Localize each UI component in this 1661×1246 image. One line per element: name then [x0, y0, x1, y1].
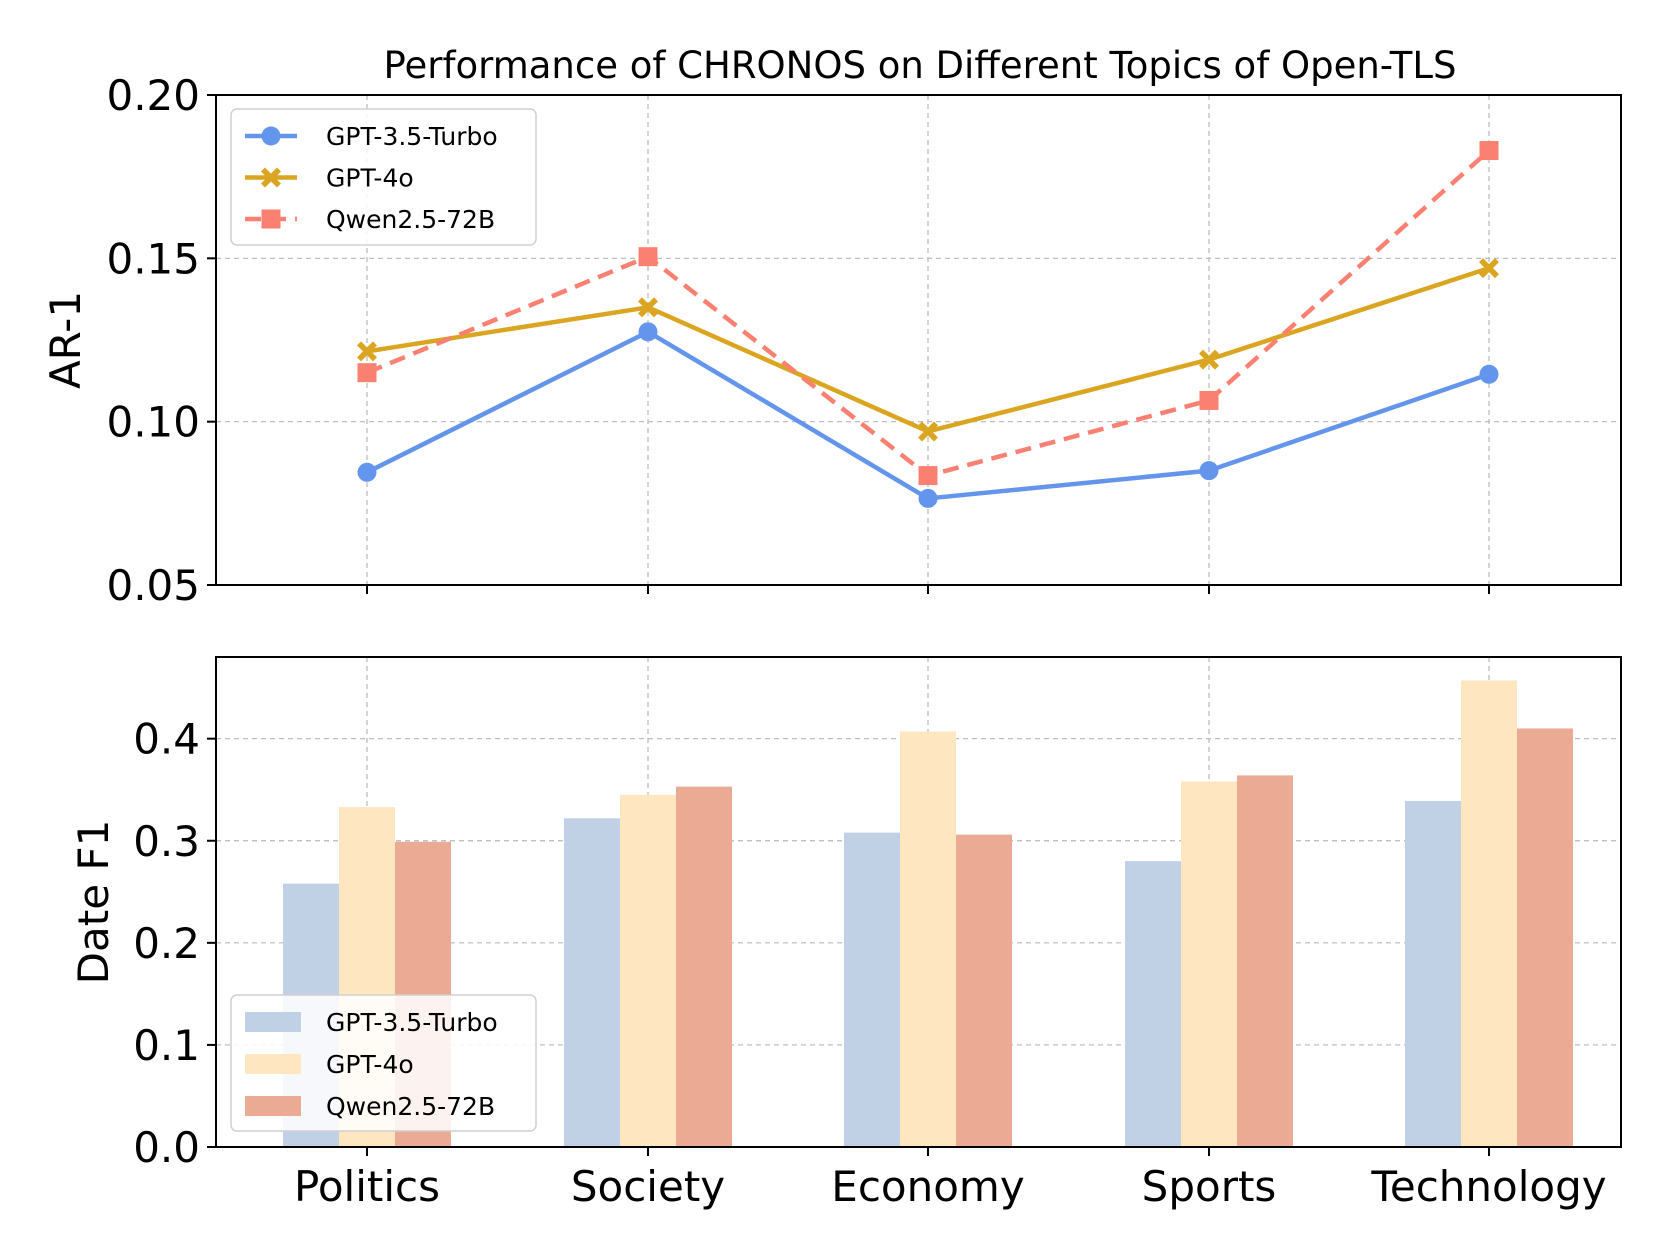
date-f1-bar-chart: 0.0 0.1 0.2 0.3 0.4 Politics Society Economy Sp… [69, 656, 1622, 1211]
date-f1-bar-qwen2-5-72b-economy [956, 834, 1012, 1147]
date-f1-axes-frame [215, 656, 1622, 1148]
ar1-point-qwen2-5-72b-economy [918, 466, 938, 486]
date-f1-legend-label-gpt-4o: GPT-4o [326, 1050, 414, 1079]
date-f1-legend-swatch-qwen2-5-72b [245, 1096, 301, 1116]
x-tick-label-society: Society [571, 1162, 725, 1211]
ar1-point-gpt-4o-politics [357, 341, 377, 362]
date-f1-bar-gpt-3-5-turbo-sports [1125, 861, 1181, 1147]
ar1-y-tick-label: 0.15 [106, 234, 200, 283]
ar1-line-chart: 0.05 0.10 0.15 0.20 AR-1 GPT-3.5-Turbo GPT-4… [41, 71, 1622, 610]
date-f1-legend-label-gpt-3-5-turbo: GPT-3.5-Turbo [326, 1008, 498, 1037]
ar1-legend-label-qwen2-5-72b: Qwen2.5-72B [326, 205, 495, 234]
ar1-point-gpt-3-5-turbo-politics [357, 462, 377, 482]
ar1-point-qwen2-5-72b-society [638, 247, 658, 267]
ar1-legend: GPT-3.5-Turbo GPT-4o Qwen2.5-72B [230, 108, 537, 246]
date-f1-y-tick-label: 0.0 [133, 1123, 200, 1172]
date-f1-bar-gpt-3-5-turbo-society [564, 818, 620, 1147]
date-f1-bar-gpt-3-5-turbo-economy [844, 832, 900, 1147]
date-f1-legend-label-qwen2-5-72b: Qwen2.5-72B [326, 1092, 495, 1121]
date-f1-bar-qwen2-5-72b-society [676, 786, 732, 1147]
ar1-legend-marker-gpt-4o [261, 167, 281, 188]
date-f1-bar-gpt-4o-economy [900, 731, 956, 1147]
date-f1-y-tick-label: 0.1 [133, 1021, 200, 1070]
ar1-point-gpt-3-5-turbo-sports [1199, 461, 1219, 481]
ar1-point-gpt-3-5-turbo-economy [918, 488, 938, 508]
date-f1-legend-swatch-gpt-4o [245, 1054, 301, 1074]
x-tick-label-politics: Politics [294, 1162, 440, 1211]
date-f1-legend-swatch-gpt-3-5-turbo [245, 1012, 301, 1032]
ar1-point-gpt-4o-sports [1199, 349, 1219, 370]
x-tick-label-economy: Economy [831, 1162, 1024, 1211]
ar1-legend-label-gpt-3-5-turbo: GPT-3.5-Turbo [326, 122, 498, 151]
date-f1-y-tick-label: 0.4 [133, 715, 200, 764]
x-tick-label-sports: Sports [1142, 1162, 1277, 1211]
ar1-series-markers [357, 141, 1499, 508]
date-f1-legend-box [230, 994, 537, 1132]
date-f1-bar-gpt-3-5-turbo-technology [1405, 800, 1461, 1147]
ar1-point-qwen2-5-72b-sports [1199, 390, 1219, 410]
date-f1-y-tick-label: 0.3 [133, 817, 200, 866]
ar1-y-tick-label: 0.20 [106, 71, 200, 120]
ar1-point-gpt-3-5-turbo-society [638, 322, 658, 342]
ar1-y-tick-label: 0.10 [106, 398, 200, 447]
date-f1-legend: GPT-3.5-Turbo GPT-4o Qwen2.5-72B [230, 994, 537, 1132]
date-f1-bar-gpt-4o-society [620, 794, 676, 1147]
ar1-point-qwen2-5-72b-technology [1479, 141, 1499, 161]
ar1-legend-marker-gpt-3-5-turbo [261, 126, 281, 146]
x-tick-label-technology: Technology [1370, 1162, 1606, 1211]
date-f1-x-ticks: Politics Society Economy Sports Technology [294, 1147, 1607, 1211]
date-f1-y-tick-label: 0.2 [133, 919, 200, 968]
date-f1-bar-qwen2-5-72b-technology [1517, 728, 1573, 1147]
chart-title: Performance of CHRONOS on Different Topi… [384, 44, 1457, 87]
date-f1-bar-gpt-4o-sports [1181, 781, 1237, 1147]
ar1-x-ticks [366, 585, 1490, 594]
date-f1-bar-qwen2-5-72b-sports [1237, 775, 1293, 1147]
ar1-y-axis-label: AR-1 [41, 291, 90, 389]
ar1-point-gpt-3-5-turbo-technology [1479, 364, 1499, 384]
ar1-point-gpt-4o-economy [918, 421, 938, 442]
ar1-y-tick-label: 0.05 [106, 561, 200, 610]
ar1-axes-frame [215, 94, 1622, 586]
date-f1-y-ticks: 0.0 0.1 0.2 0.3 0.4 [133, 715, 216, 1172]
ar1-legend-box [230, 108, 537, 246]
date-f1-bars [283, 680, 1573, 1147]
date-f1-y-axis-label: Date F1 [69, 820, 118, 985]
ar1-point-qwen2-5-72b-politics [357, 363, 377, 383]
ar1-y-ticks: 0.05 0.10 0.15 0.20 [106, 71, 216, 610]
ar1-legend-marker-qwen2-5-72b [261, 209, 281, 229]
ar1-point-gpt-4o-technology [1479, 258, 1499, 279]
date-f1-bar-gpt-4o-technology [1461, 680, 1517, 1147]
ar1-point-gpt-4o-society [638, 297, 658, 318]
ar1-legend-label-gpt-4o: GPT-4o [326, 164, 414, 193]
